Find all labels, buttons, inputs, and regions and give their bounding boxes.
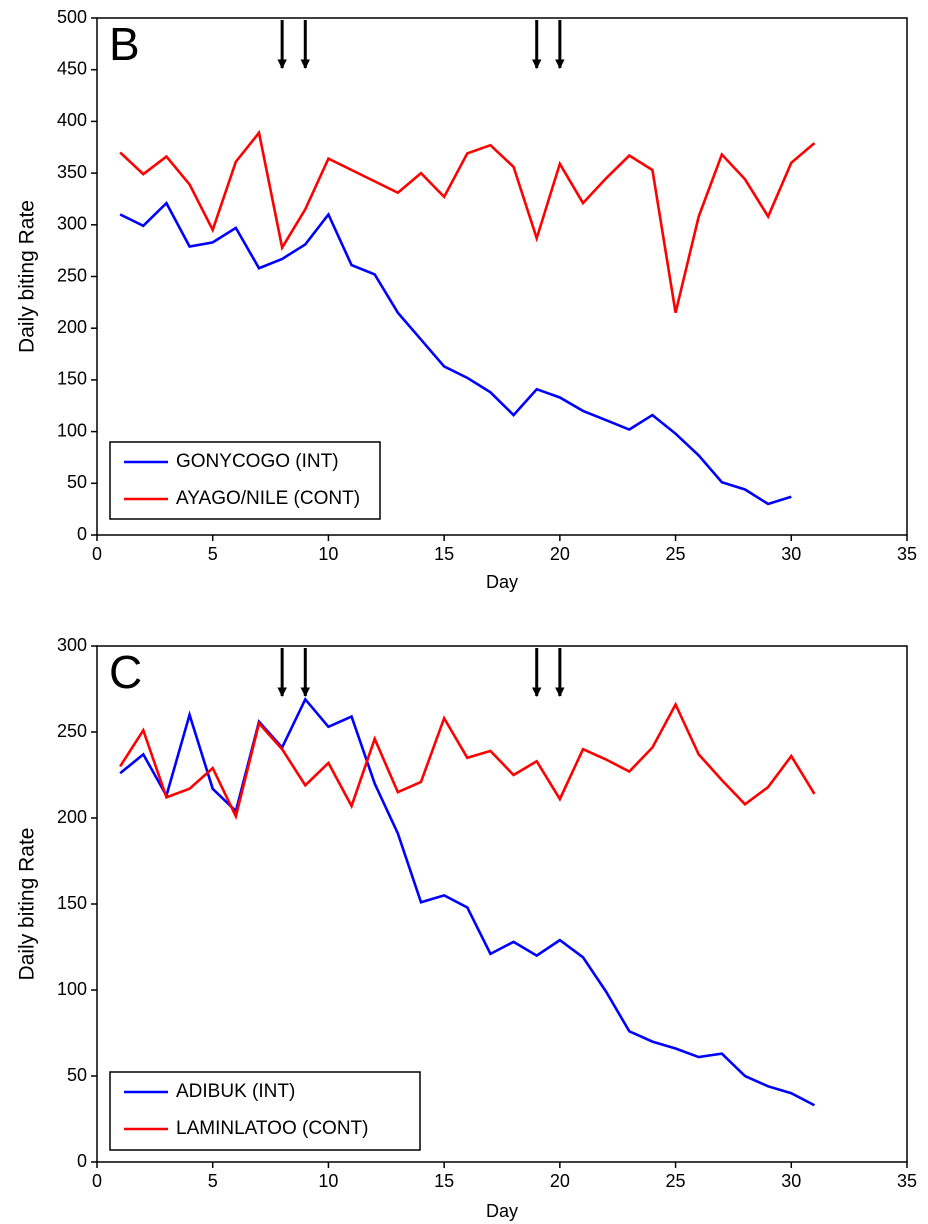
y-tick-label: 250 — [57, 721, 87, 741]
y-tick-label: 250 — [57, 265, 87, 285]
y-tick-label: 0 — [77, 524, 87, 544]
x-tick-label: 20 — [550, 544, 570, 564]
y-axis-label: Daily biting Rate — [16, 828, 39, 981]
series-line — [119, 696, 816, 1107]
legend-box — [109, 1071, 421, 1151]
series-line — [119, 200, 792, 506]
x-tick-label: 5 — [208, 1171, 218, 1191]
series-line — [119, 701, 816, 821]
x-tick-label: 35 — [897, 544, 917, 564]
panel-label: B — [109, 18, 140, 70]
y-tick-label: 150 — [57, 893, 87, 913]
x-tick-label: 30 — [781, 1171, 801, 1191]
x-tick-label: 25 — [666, 1171, 686, 1191]
y-tick-label: 50 — [67, 1065, 87, 1085]
y-tick-label: 500 — [57, 7, 87, 27]
y-tick-label: 300 — [57, 214, 87, 234]
series-line — [119, 129, 816, 313]
y-tick-label: 400 — [57, 110, 87, 130]
x-tick-label: 15 — [434, 1171, 454, 1191]
legend-label: AYAGO/NILE (CONT) — [176, 488, 360, 509]
x-tick-label: 20 — [550, 1171, 570, 1191]
y-tick-label: 100 — [57, 420, 87, 440]
y-tick-label: 450 — [57, 58, 87, 78]
x-axis-label: Day — [486, 1201, 518, 1221]
x-tick-label: 0 — [92, 544, 102, 564]
y-axis-label: Daily biting Rate — [16, 200, 39, 353]
x-tick-label: 0 — [92, 1171, 102, 1191]
y-tick-label: 300 — [57, 635, 87, 655]
panel-label: C — [109, 646, 142, 698]
y-tick-label: 50 — [67, 472, 87, 492]
y-tick-label: 350 — [57, 162, 87, 182]
x-tick-label: 25 — [666, 544, 686, 564]
x-tick-label: 15 — [434, 544, 454, 564]
legend-box — [109, 441, 381, 520]
y-tick-label: 200 — [57, 317, 87, 337]
legend-label: LAMINLATOO (CONT) — [176, 1118, 368, 1139]
x-tick-label: 5 — [208, 544, 218, 564]
y-tick-label: 200 — [57, 807, 87, 827]
x-axis-label: Day — [486, 572, 518, 592]
legend-label: GONYCOGO (INT) — [176, 451, 339, 472]
x-tick-label: 30 — [781, 544, 801, 564]
y-tick-label: 100 — [57, 979, 87, 999]
x-tick-label: 10 — [318, 544, 338, 564]
y-tick-label: 150 — [57, 369, 87, 389]
x-tick-label: 10 — [318, 1171, 338, 1191]
x-tick-label: 35 — [897, 1171, 917, 1191]
legend-label: ADIBUK (INT) — [176, 1081, 295, 1102]
y-tick-label: 0 — [77, 1151, 87, 1171]
